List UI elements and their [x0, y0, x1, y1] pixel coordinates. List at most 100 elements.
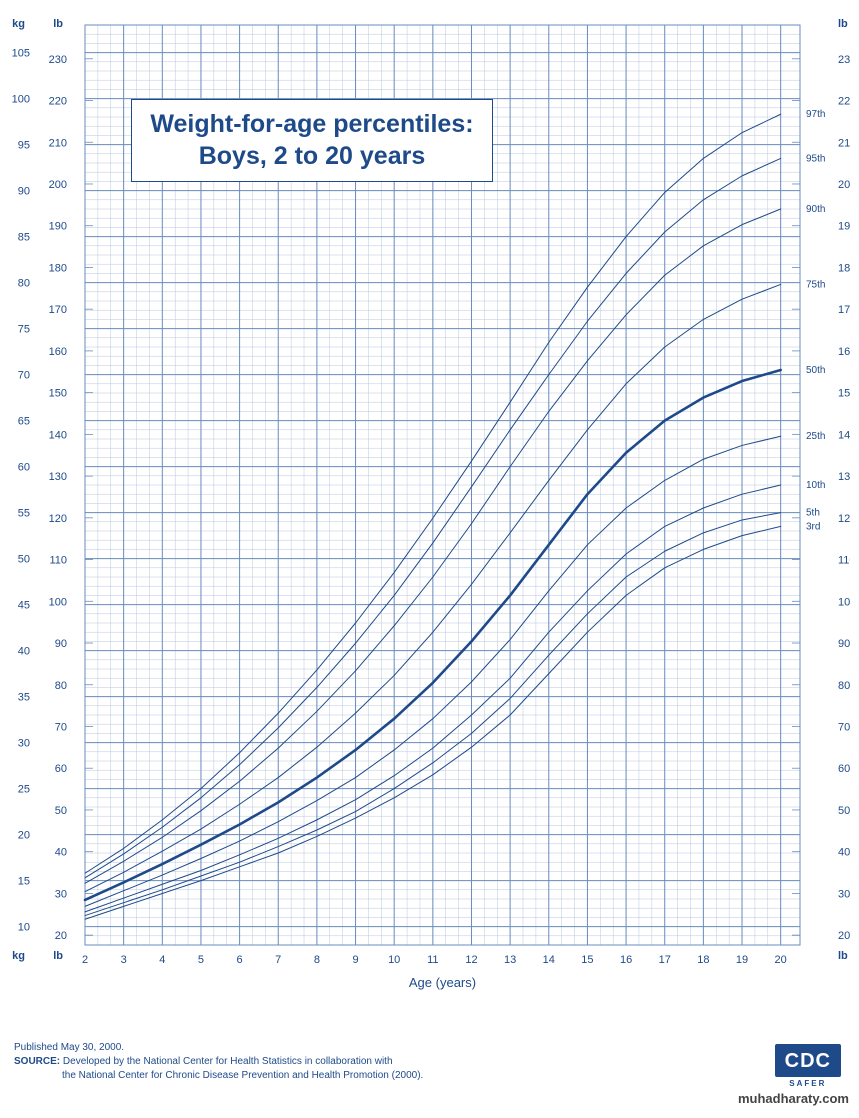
svg-text:10: 10 — [388, 954, 400, 966]
svg-text:13: 13 — [504, 954, 516, 966]
svg-text:170: 170 — [838, 304, 850, 316]
svg-text:70: 70 — [55, 721, 67, 733]
svg-text:16: 16 — [620, 954, 632, 966]
svg-text:14: 14 — [543, 954, 555, 966]
svg-text:160: 160 — [49, 346, 67, 358]
svg-text:40: 40 — [838, 847, 850, 859]
svg-text:30: 30 — [838, 888, 850, 900]
svg-text:150: 150 — [838, 388, 850, 400]
svg-text:25: 25 — [18, 784, 30, 796]
source-line2: the National Center for Chronic Disease … — [14, 1069, 423, 1083]
svg-text:150: 150 — [49, 388, 67, 400]
svg-text:Age (years): Age (years) — [409, 975, 476, 990]
svg-text:11: 11 — [427, 954, 438, 966]
svg-text:80: 80 — [838, 680, 850, 692]
svg-text:55: 55 — [18, 508, 30, 520]
svg-text:120: 120 — [49, 513, 67, 525]
svg-text:65: 65 — [18, 416, 30, 428]
svg-text:180: 180 — [49, 262, 67, 274]
svg-text:3rd: 3rd — [806, 521, 820, 532]
svg-text:170: 170 — [49, 304, 67, 316]
svg-text:90: 90 — [838, 638, 850, 650]
svg-text:15: 15 — [18, 876, 30, 888]
svg-text:40: 40 — [55, 847, 67, 859]
svg-text:30: 30 — [18, 738, 30, 750]
svg-text:kg: kg — [12, 18, 25, 30]
svg-text:140: 140 — [49, 429, 67, 441]
svg-text:75: 75 — [18, 324, 30, 336]
svg-text:220: 220 — [49, 96, 67, 108]
svg-text:10: 10 — [18, 922, 30, 934]
svg-text:8: 8 — [314, 954, 320, 966]
svg-text:15: 15 — [581, 954, 593, 966]
svg-text:130: 130 — [49, 471, 67, 483]
svg-text:lb: lb — [838, 950, 848, 962]
svg-text:130: 130 — [838, 471, 850, 483]
title-line1: Weight-for-age percentiles: — [150, 108, 473, 141]
svg-text:50: 50 — [55, 805, 67, 817]
svg-text:110: 110 — [49, 555, 67, 567]
svg-text:17: 17 — [659, 954, 671, 966]
svg-text:20: 20 — [18, 830, 30, 842]
svg-text:20: 20 — [775, 954, 787, 966]
svg-text:lb: lb — [53, 18, 63, 30]
svg-text:18: 18 — [697, 954, 709, 966]
svg-text:12: 12 — [465, 954, 477, 966]
svg-text:2: 2 — [82, 954, 88, 966]
svg-text:kg: kg — [12, 950, 25, 962]
svg-text:200: 200 — [838, 179, 850, 191]
svg-text:200: 200 — [49, 179, 67, 191]
svg-text:9: 9 — [352, 954, 358, 966]
svg-text:160: 160 — [838, 346, 850, 358]
svg-text:140: 140 — [838, 429, 850, 441]
svg-text:97th: 97th — [806, 109, 825, 120]
svg-text:60: 60 — [55, 763, 67, 775]
svg-text:60: 60 — [18, 462, 30, 474]
svg-text:5th: 5th — [806, 508, 820, 519]
svg-text:25th: 25th — [806, 431, 825, 442]
svg-text:75th: 75th — [806, 279, 825, 290]
svg-text:110: 110 — [838, 555, 850, 567]
cdc-logo: CDC SAFER — [775, 1044, 841, 1088]
svg-text:20: 20 — [838, 930, 850, 942]
title-line2: Boys, 2 to 20 years — [150, 140, 473, 173]
svg-text:95: 95 — [18, 140, 30, 152]
svg-text:50th: 50th — [806, 365, 825, 376]
svg-text:35: 35 — [18, 692, 30, 704]
watermark: muhadharaty.com — [738, 1091, 849, 1106]
published-date: Published May 30, 2000. — [14, 1041, 423, 1055]
svg-text:7: 7 — [275, 954, 281, 966]
svg-text:100: 100 — [12, 94, 30, 106]
svg-text:80: 80 — [18, 278, 30, 290]
source-label: SOURCE: — [14, 1056, 60, 1067]
svg-text:4: 4 — [159, 954, 165, 966]
growth-chart: 3rd 5th 10th 25th 50th 75th 90th 95th 97th 2 3 45 6 7… — [10, 10, 850, 1010]
footer-citation: Published May 30, 2000. SOURCE: Develope… — [14, 1041, 423, 1083]
chart-title-box: Weight-for-age percentiles: Boys, 2 to 2… — [131, 99, 492, 182]
svg-text:105: 105 — [12, 48, 30, 60]
svg-text:3: 3 — [121, 954, 127, 966]
svg-text:80: 80 — [55, 680, 67, 692]
svg-text:190: 190 — [49, 221, 67, 233]
svg-text:210: 210 — [49, 137, 67, 149]
svg-text:210: 210 — [838, 137, 850, 149]
svg-text:60: 60 — [838, 763, 850, 775]
svg-text:30: 30 — [55, 888, 67, 900]
svg-text:10th: 10th — [806, 480, 825, 491]
svg-text:50: 50 — [18, 554, 30, 566]
svg-text:70: 70 — [18, 370, 30, 382]
svg-text:90: 90 — [55, 638, 67, 650]
svg-text:90th: 90th — [806, 204, 825, 215]
svg-text:230: 230 — [49, 54, 67, 66]
svg-text:95th: 95th — [806, 153, 825, 164]
svg-text:lb: lb — [53, 950, 63, 962]
svg-text:45: 45 — [18, 600, 30, 612]
svg-text:120: 120 — [838, 513, 850, 525]
svg-text:40: 40 — [18, 646, 30, 658]
svg-text:70: 70 — [838, 721, 850, 733]
svg-text:190: 190 — [838, 221, 850, 233]
svg-text:6: 6 — [237, 954, 243, 966]
svg-text:90: 90 — [18, 186, 30, 198]
svg-text:19: 19 — [736, 954, 748, 966]
svg-text:220: 220 — [838, 96, 850, 108]
